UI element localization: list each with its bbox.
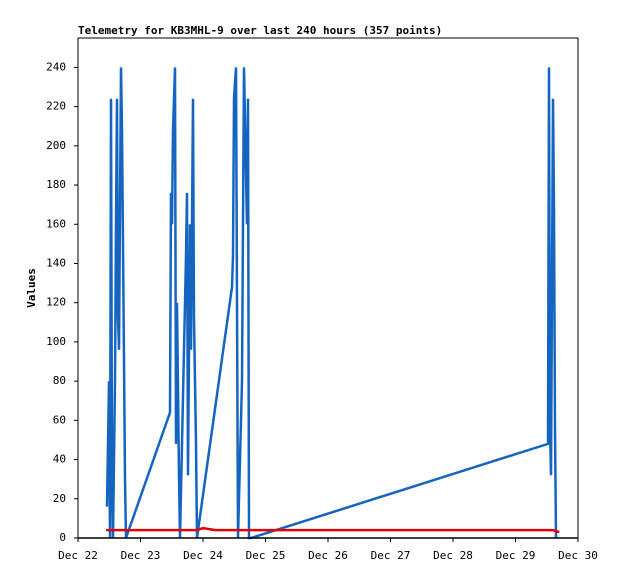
- y-axis-label: Values: [25, 268, 38, 308]
- x-tick-label: Dec 24: [183, 549, 223, 562]
- y-tick-label: 200: [46, 139, 66, 152]
- x-tick-label: Dec 22: [58, 549, 98, 562]
- series-line: [106, 526, 560, 534]
- y-tick-label: 40: [53, 453, 66, 466]
- y-tick-label: 220: [46, 100, 66, 113]
- y-tick-label: 140: [46, 256, 66, 269]
- y-tick-label: 80: [53, 374, 66, 387]
- y-tick-label: 240: [46, 60, 66, 73]
- x-tick-label: Dec 26: [308, 549, 348, 562]
- y-tick-label: 0: [59, 531, 66, 544]
- y-tick-label: 160: [46, 217, 66, 230]
- x-tick-label: Dec 23: [121, 549, 161, 562]
- x-tick-label: Dec 27: [371, 549, 411, 562]
- y-tick-label: 20: [53, 492, 66, 505]
- x-tick-label: Dec 30: [558, 549, 598, 562]
- y-tick-label: 180: [46, 178, 66, 191]
- x-tick-label: Dec 25: [246, 549, 286, 562]
- y-tick-label: 60: [53, 413, 66, 426]
- y-tick-label: 100: [46, 335, 66, 348]
- chart-title: Telemetry for KB3MHL-9 over last 240 hou…: [78, 24, 442, 37]
- x-tick-label: Dec 28: [433, 549, 473, 562]
- x-tick-label: Dec 29: [496, 549, 536, 562]
- y-tick-label: 120: [46, 296, 66, 309]
